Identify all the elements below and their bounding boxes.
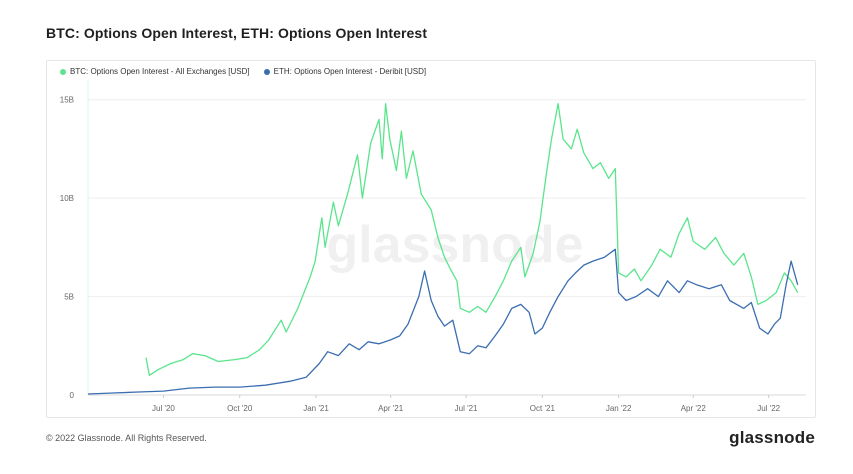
legend-eth-marker xyxy=(263,68,270,75)
legend-item-eth[interactable]: ETH: Options Open Interest - Deribit [US… xyxy=(263,67,427,76)
x-tick-label: Oct '20 xyxy=(227,404,253,413)
x-tick-label: Jan '22 xyxy=(606,404,632,413)
legend-item-btc[interactable]: BTC: Options Open Interest - All Exchang… xyxy=(60,67,250,76)
x-tick-label: Apr '21 xyxy=(378,404,404,413)
x-tick-label: Jul '21 xyxy=(455,404,478,413)
y-tick-label: 5B xyxy=(64,293,74,302)
x-tick-label: Apr '22 xyxy=(681,404,707,413)
brand-logo: glassnode xyxy=(729,428,815,447)
legend-btc-label: BTC: Options Open Interest - All Exchang… xyxy=(70,67,250,76)
legend-btc-marker xyxy=(60,68,66,75)
y-tick-label: 15B xyxy=(60,96,74,105)
chart-legend: BTC: Options Open Interest - All Exchang… xyxy=(60,67,426,76)
legend-eth-label: ETH: Options Open Interest - Deribit [US… xyxy=(273,67,427,76)
watermark: glassnode xyxy=(326,216,583,274)
y-tick-label: 0 xyxy=(70,391,75,400)
chart-panel xyxy=(46,60,816,418)
x-tick-label: Jul '20 xyxy=(152,404,175,413)
x-tick-label: Jan '21 xyxy=(303,404,329,413)
x-tick-label: Jul '22 xyxy=(757,404,780,413)
copyright-text: © 2022 Glassnode. All Rights Reserved. xyxy=(46,433,207,443)
y-tick-label: 10B xyxy=(60,194,74,203)
chart-title: BTC: Options Open Interest, ETH: Options… xyxy=(46,25,428,41)
eth-series-line xyxy=(87,248,799,395)
x-tick-label: Oct '21 xyxy=(530,404,556,413)
btc-series-line xyxy=(145,102,799,376)
